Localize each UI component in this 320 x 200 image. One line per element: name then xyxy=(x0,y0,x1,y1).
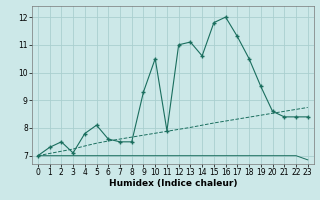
X-axis label: Humidex (Indice chaleur): Humidex (Indice chaleur) xyxy=(108,179,237,188)
